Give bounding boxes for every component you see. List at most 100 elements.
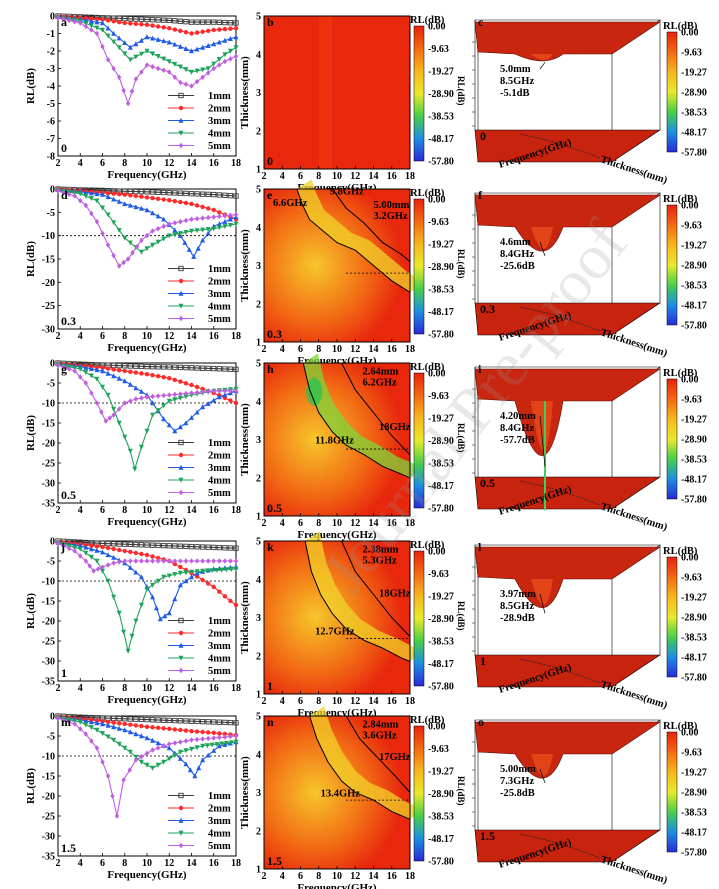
colorbar-tick-label: -57.80	[428, 682, 454, 693]
data-point-3mm	[155, 740, 161, 746]
annotation-text: 5.00mm	[500, 764, 536, 775]
data-point-4mm	[183, 570, 189, 576]
data-point-5mm	[139, 395, 144, 401]
legend-label: 3mm	[208, 641, 231, 652]
data-point-5mm	[139, 753, 144, 760]
data-point-3mm	[189, 414, 194, 420]
colorbar-tick-label: -9.63	[681, 221, 702, 232]
y-tick-label: -7	[47, 134, 55, 145]
data-point-2mm	[178, 630, 184, 636]
y-tick-label: -25	[42, 301, 55, 312]
data-point-1mm	[127, 716, 133, 722]
colorbar-tick-label: -28.90	[681, 88, 707, 99]
data-point-5mm	[55, 715, 61, 721]
data-point-1mm	[177, 543, 184, 549]
data-point-3mm	[200, 404, 206, 410]
panel-label: b	[267, 15, 274, 29]
data-point-2mm	[89, 543, 94, 548]
colorbar-tick-label: -19.27	[681, 241, 707, 252]
data-point-4mm	[183, 394, 189, 400]
data-point-5mm	[167, 221, 172, 227]
data-point-3mm	[200, 237, 206, 243]
data-point-5mm	[111, 65, 116, 72]
x-tick-label: 14	[369, 871, 379, 882]
heatmap-panel-e: 2 4 6 8 10 12 14 16 18123456.6GHz9.8GHz5.00mm3.2…	[239, 179, 454, 367]
data-point-2mm	[128, 21, 133, 26]
legend-label: 4mm	[208, 302, 231, 313]
y-tick-label: -30	[42, 325, 55, 336]
x-tick-label: 12	[350, 171, 360, 182]
data-point-3mm	[211, 397, 217, 403]
y-tick-label: 2	[256, 651, 261, 662]
data-point-3mm	[100, 721, 105, 727]
annotation-text: 18GHz	[379, 422, 411, 433]
y-tick-label: 2	[256, 826, 261, 837]
data-point-5mm	[150, 747, 155, 753]
colorbar	[666, 556, 678, 678]
annotation-text: 3.2GHz	[374, 211, 408, 222]
x-tick-label: 14	[187, 858, 197, 869]
data-point-5mm	[228, 212, 233, 219]
data-point-2mm	[205, 581, 211, 586]
x-tick-label: 8	[316, 518, 321, 529]
x-tick-label: 18	[231, 683, 241, 694]
data-point-4mm	[100, 568, 105, 574]
data-point-3mm	[172, 428, 178, 434]
x-tick-label: 18	[231, 331, 241, 342]
data-point-4mm	[166, 398, 172, 404]
data-point-3mm	[162, 613, 168, 619]
data-point-2mm	[200, 204, 205, 210]
data-point-2mm	[144, 372, 150, 377]
colorbar-tick-label: 0.00	[428, 722, 446, 733]
y-tick-label: -6	[47, 117, 55, 128]
data-point-5mm	[72, 548, 77, 554]
y-tick-label: -2	[47, 47, 55, 58]
data-point-2mm	[194, 30, 200, 35]
data-point-2mm	[94, 544, 100, 549]
x-axis-title: Frequency(GHz)	[107, 694, 187, 706]
data-point-4mm	[111, 406, 117, 412]
x-tick-label: 4	[280, 696, 285, 707]
data-point-5mm	[61, 543, 66, 549]
data-point-1mm	[133, 716, 139, 722]
data-point-4mm	[138, 249, 144, 255]
data-point-5mm	[121, 87, 126, 94]
heatmap-surface	[264, 363, 410, 516]
annotation-text: -25.6dB	[500, 261, 535, 272]
data-point-5mm	[121, 777, 126, 783]
legend-label: 2mm	[208, 277, 231, 288]
legend-label: 1mm	[208, 91, 231, 102]
data-point-5mm	[61, 717, 66, 723]
data-point-2mm	[217, 210, 222, 215]
y-tick-label: -10	[42, 752, 55, 763]
y-tick-label: 2	[256, 126, 261, 137]
data-point-2mm	[133, 550, 139, 556]
data-point-5mm	[72, 18, 77, 25]
data-point-4mm	[88, 373, 94, 379]
data-point-3mm	[105, 370, 111, 376]
data-point-1mm	[177, 364, 184, 371]
data-point-5mm	[167, 69, 172, 75]
data-point-1mm	[205, 719, 211, 725]
x-tick-label: 12	[350, 696, 360, 707]
data-point-3mm	[100, 191, 105, 197]
contour-line	[304, 540, 411, 662]
data-point-4mm	[166, 573, 172, 579]
data-point-3mm	[178, 464, 184, 470]
x-tick-label: 2	[262, 871, 267, 882]
data-point-5mm	[161, 223, 166, 230]
x-tick-label: 6	[100, 331, 105, 342]
data-point-2mm	[122, 368, 127, 374]
data-point-5mm	[99, 409, 104, 415]
y-axis-title: Thickness(mm)	[239, 56, 251, 129]
contour-line	[331, 188, 411, 263]
y-tick-label: -15	[42, 597, 55, 608]
data-point-3mm	[144, 735, 150, 741]
y-tick-label: -8	[47, 152, 55, 163]
x-tick-label: 6	[100, 505, 105, 516]
data-point-1mm	[161, 364, 167, 370]
data-point-1mm	[155, 189, 161, 195]
y-axis-title: Thickness(mm)	[599, 679, 669, 711]
x-tick-label: 10	[142, 331, 152, 342]
colorbar-tick-label: -57.80	[681, 495, 707, 506]
